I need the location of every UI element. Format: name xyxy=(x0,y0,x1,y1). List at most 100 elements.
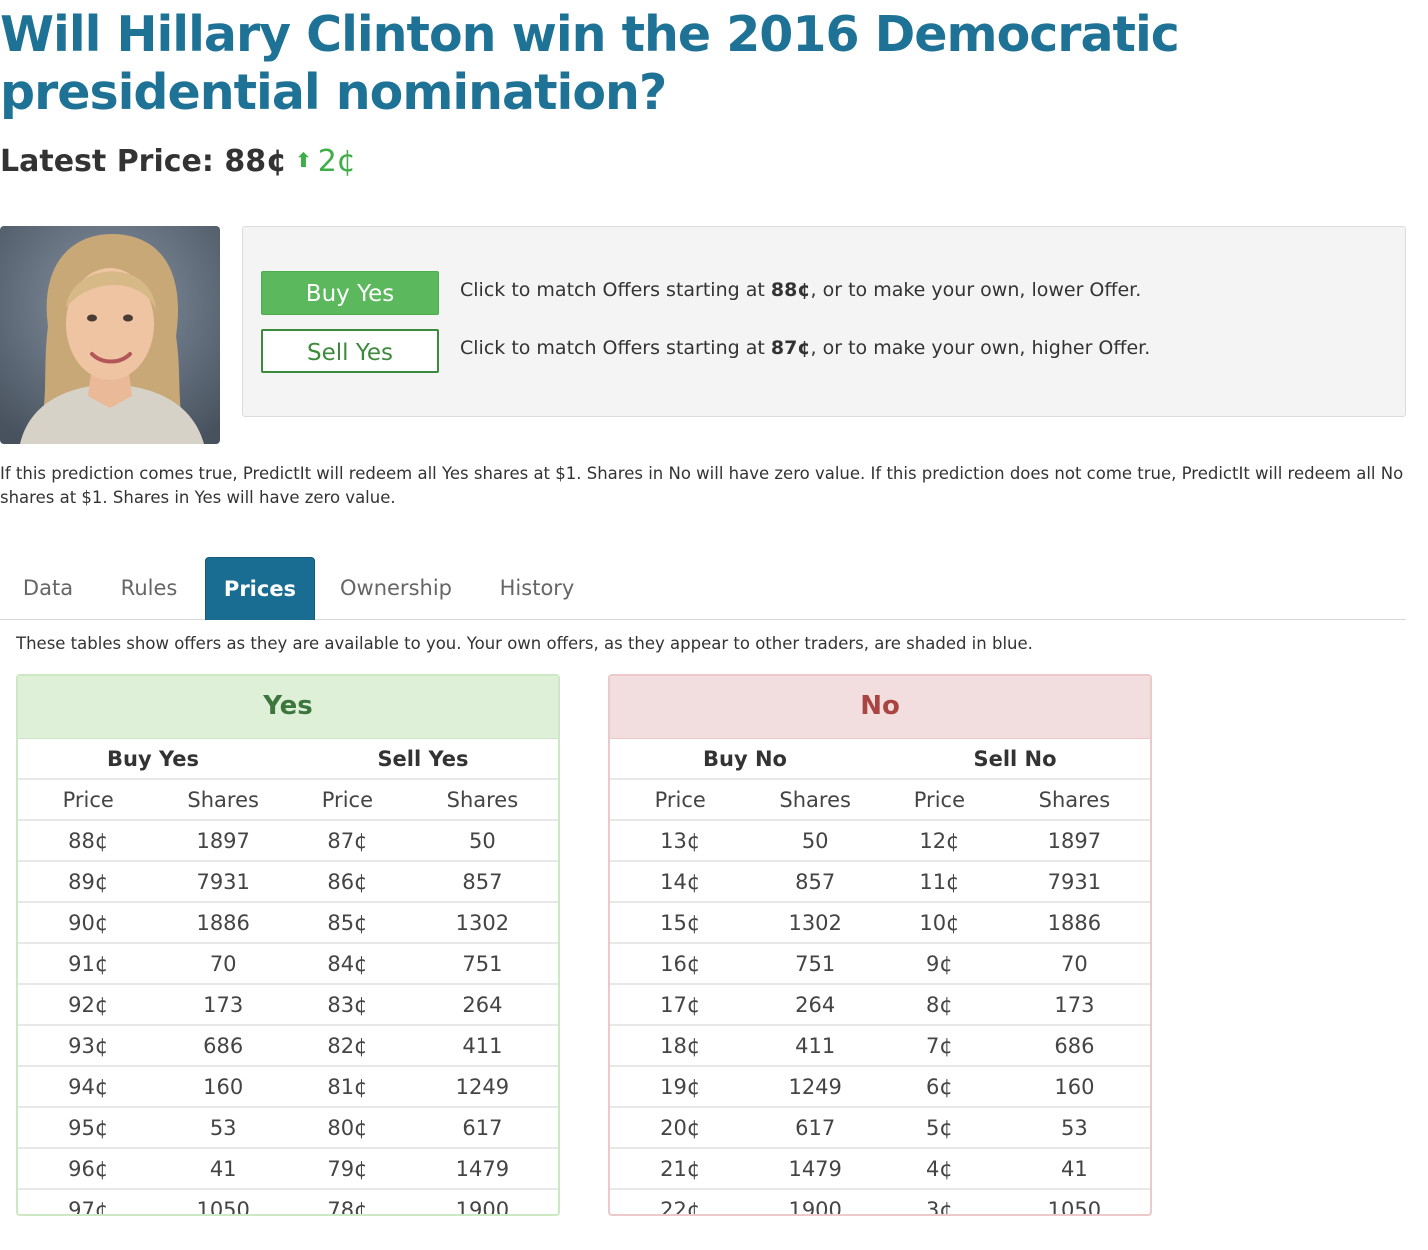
buy-shares-cell: 751 xyxy=(750,943,880,985)
latest-price-label: Latest Price: 88¢ xyxy=(0,144,287,179)
buy-shares-cell: 1479 xyxy=(750,1148,880,1190)
sell-price-cell: 10¢ xyxy=(879,902,999,944)
buy-shares-cell: 1302 xyxy=(750,902,880,944)
buy-shares-cell: 264 xyxy=(750,984,880,1026)
buy-price-cell: 93¢ xyxy=(18,1025,159,1067)
sell-shares-cell: 41 xyxy=(998,1148,1150,1190)
no-offer-row: 14¢ 857 11¢ 7931 xyxy=(610,861,1150,903)
sell-yes-button[interactable]: Sell Yes xyxy=(261,329,439,373)
sell-price-cell: 6¢ xyxy=(879,1066,999,1108)
sell-price-cell: 78¢ xyxy=(327,1197,368,1216)
buy-price-cell: 92¢ xyxy=(18,984,159,1026)
yes-offers-panel: Yes Buy Yes Sell Yes Price Shares Price … xyxy=(16,674,560,1216)
buy-shares-cell: 160 xyxy=(158,1066,288,1108)
yes-offer-row: 94¢ 160 81¢ 1249 xyxy=(18,1066,558,1108)
buy-price-cell: 97¢ xyxy=(68,1197,109,1216)
sell-price-cell: 12¢ xyxy=(879,820,999,862)
sell-shares-cell: 1897 xyxy=(998,820,1150,862)
no-offers-table: Buy No Sell No Price Shares Price Shares… xyxy=(610,739,1150,1216)
tab-data[interactable]: Data xyxy=(22,576,74,600)
yes-column-header-row: Price Shares Price Shares xyxy=(18,779,558,821)
redemption-rules-text: If this prediction comes true, PredictIt… xyxy=(0,464,1404,507)
buy-price-cell: 96¢ xyxy=(18,1148,159,1190)
price-change: 2¢ xyxy=(317,144,356,179)
sell-price-cell: 80¢ xyxy=(287,1107,407,1149)
sell-price-cell: 5¢ xyxy=(879,1107,999,1149)
buy-offer-text: Click to match Offers starting at 88¢, o… xyxy=(460,279,1141,301)
sell-shares-cell: 173 xyxy=(998,984,1150,1026)
sell-price-cell: 83¢ xyxy=(287,984,407,1026)
buy-shares-cell: 50 xyxy=(750,820,880,862)
yes-offer-row: 96¢ 41 79¢ 1479 xyxy=(18,1148,558,1190)
buy-shares-cell: 173 xyxy=(158,984,288,1026)
tab-prices[interactable]: Prices xyxy=(205,557,315,620)
buy-offer-price: 88¢ xyxy=(770,279,811,301)
yes-offer-row: 92¢ 173 83¢ 264 xyxy=(18,984,558,1026)
yes-offer-row: 93¢ 686 82¢ 411 xyxy=(18,1025,558,1067)
buy-price-cell: 89¢ xyxy=(18,861,159,903)
no-panel-title: No xyxy=(610,676,1150,739)
yes-offers-table: Buy Yes Sell Yes Price Shares Price Shar… xyxy=(18,739,558,1216)
tab-history[interactable]: History xyxy=(499,576,575,600)
latest-price: Latest Price: 88¢ ⬆ 2¢ xyxy=(0,144,356,179)
sell-price-cell: 3¢ xyxy=(926,1197,953,1216)
buy-shares-cell: 41 xyxy=(158,1148,288,1190)
buy-price-cell: 95¢ xyxy=(18,1107,159,1149)
buy-price-cell: 91¢ xyxy=(18,943,159,985)
column-header-shares: Shares xyxy=(750,779,880,821)
sell-shares-cell: 411 xyxy=(406,1025,558,1067)
buy-price-cell: 13¢ xyxy=(610,820,751,862)
buy-shares-cell: 1050 xyxy=(196,1197,250,1216)
yes-offer-row: 88¢ 1897 87¢ 50 xyxy=(18,820,558,862)
sell-shares-cell: 70 xyxy=(998,943,1150,985)
sell-shares-cell: 1050 xyxy=(1047,1197,1102,1216)
sell-price-cell: 85¢ xyxy=(287,902,407,944)
no-offers-panel: No Buy No Sell No Price Shares Price Sha… xyxy=(608,674,1152,1216)
sell-offer-text-before: Click to match Offers starting at xyxy=(460,337,771,359)
no-offer-row: 13¢ 50 12¢ 1897 xyxy=(610,820,1150,862)
buy-offer-text-after: , or to make your own, lower Offer. xyxy=(810,279,1142,301)
sell-price-cell: 4¢ xyxy=(879,1148,999,1190)
no-offer-row: 21¢ 1479 4¢ 41 xyxy=(610,1148,1150,1190)
tab-rules[interactable]: Rules xyxy=(120,576,178,600)
buy-shares-cell: 1900 xyxy=(788,1197,842,1216)
yes-offer-row: 90¢ 1886 85¢ 1302 xyxy=(18,902,558,944)
sell-shares-cell: 751 xyxy=(406,943,558,985)
buy-yes-button[interactable]: Buy Yes xyxy=(261,271,439,315)
no-table-body: 13¢ 50 12¢ 1897 14¢ 857 11¢ 7931 15¢ 1302 10¢ 1886 1… xyxy=(610,820,1150,1216)
buy-shares-cell: 857 xyxy=(750,861,880,903)
buy-shares-cell: 411 xyxy=(750,1025,880,1067)
sell-shares-cell: 1302 xyxy=(406,902,558,944)
buy-shares-cell: 1886 xyxy=(158,902,288,944)
no-offer-row: 18¢ 411 7¢ 686 xyxy=(610,1025,1150,1067)
column-header-shares: Shares xyxy=(998,779,1150,821)
yes-offer-row: 89¢ 7931 86¢ 857 xyxy=(18,861,558,903)
buy-yes-header: Buy Yes xyxy=(18,739,288,780)
no-group-header-row: Buy No Sell No xyxy=(610,739,1150,780)
buy-shares-cell: 53 xyxy=(158,1107,288,1149)
tab-ownership[interactable]: Ownership xyxy=(340,576,452,600)
sell-price-cell: 82¢ xyxy=(287,1025,407,1067)
buy-price-cell: 16¢ xyxy=(610,943,751,985)
sell-shares-cell: 1900 xyxy=(455,1197,510,1216)
buy-price-cell: 88¢ xyxy=(18,820,159,862)
sell-shares-cell: 1249 xyxy=(406,1066,558,1108)
no-column-header-row: Price Shares Price Shares xyxy=(610,779,1150,821)
yes-offer-row: 95¢ 53 80¢ 617 xyxy=(18,1107,558,1149)
yes-offer-row: 91¢ 70 84¢ 751 xyxy=(18,943,558,985)
buy-price-cell: 22¢ xyxy=(660,1197,701,1216)
no-offer-row: 20¢ 617 5¢ 53 xyxy=(610,1107,1150,1149)
column-header-price: Price xyxy=(879,779,999,821)
sell-shares-cell: 857 xyxy=(406,861,558,903)
buy-no-header: Buy No xyxy=(610,739,880,780)
column-header-price: Price xyxy=(287,779,407,821)
sell-yes-header: Sell Yes xyxy=(287,739,558,780)
buy-price-cell: 18¢ xyxy=(610,1025,751,1067)
yes-offer-row: 97¢ 1050 78¢ 1900 xyxy=(18,1189,558,1216)
offers-note: These tables show offers as they are ava… xyxy=(16,634,1033,653)
sell-shares-cell: 264 xyxy=(406,984,558,1026)
tab-bar: Data Rules Prices Ownership History xyxy=(0,557,1406,620)
yes-group-header-row: Buy Yes Sell Yes xyxy=(18,739,558,780)
column-header-price: Price xyxy=(18,779,159,821)
no-offer-row: 19¢ 1249 6¢ 160 xyxy=(610,1066,1150,1108)
